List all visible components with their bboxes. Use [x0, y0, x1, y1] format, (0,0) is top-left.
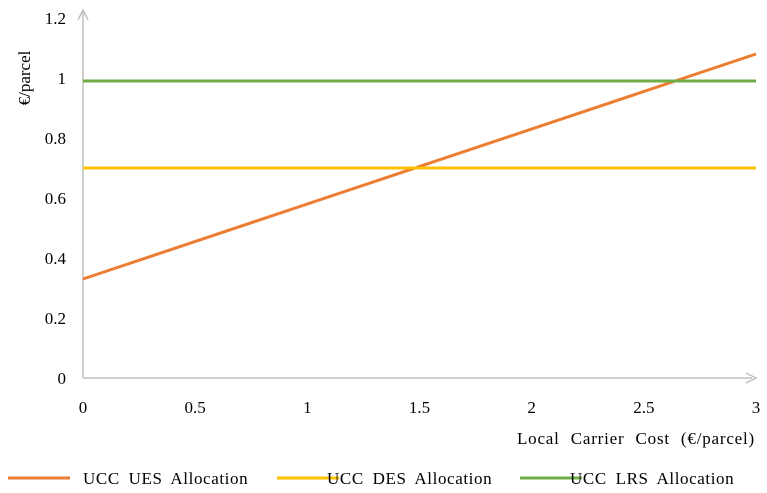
x-tick-label: 2: [527, 398, 536, 417]
x-tick-label: 0: [79, 398, 88, 417]
legend: UCC UES Allocation UCC DES Allocation UCC …: [8, 469, 734, 488]
y-tick-label: 0: [58, 369, 67, 388]
y-tick-label: 0.6: [45, 189, 66, 208]
x-axis-arrow: [745, 372, 758, 384]
y-tick-label: 1: [58, 69, 67, 88]
x-tick-labels: 0 0.5 1 1.5 2 2.5 3: [79, 398, 761, 417]
x-tick-label: 1: [303, 398, 312, 417]
axes: [77, 8, 758, 384]
legend-label: UCC DES Allocation: [327, 469, 492, 488]
y-tick-label: 0.8: [45, 129, 66, 148]
legend-label: UCC UES Allocation: [83, 469, 248, 488]
series-lines: [82, 52, 757, 281]
y-tick-label: 0.4: [45, 249, 67, 268]
x-tick-label: 2.5: [633, 398, 654, 417]
x-axis-title: Local Carrier Cost (€/parcel): [517, 429, 755, 448]
y-axis-arrow: [77, 8, 89, 21]
y-tick-label: 1.2: [45, 9, 66, 28]
y-tick-labels: 0 0.2 0.4 0.6 0.8 1 1.2: [45, 9, 67, 388]
x-tick-label: 0.5: [185, 398, 206, 417]
y-tick-label: 0.2: [45, 309, 66, 328]
x-tick-label: 1.5: [409, 398, 430, 417]
x-tick-label: 3: [752, 398, 761, 417]
legend-label: UCC LRS Allocation: [570, 469, 734, 488]
y-axis-title: €/parcel: [15, 50, 34, 105]
